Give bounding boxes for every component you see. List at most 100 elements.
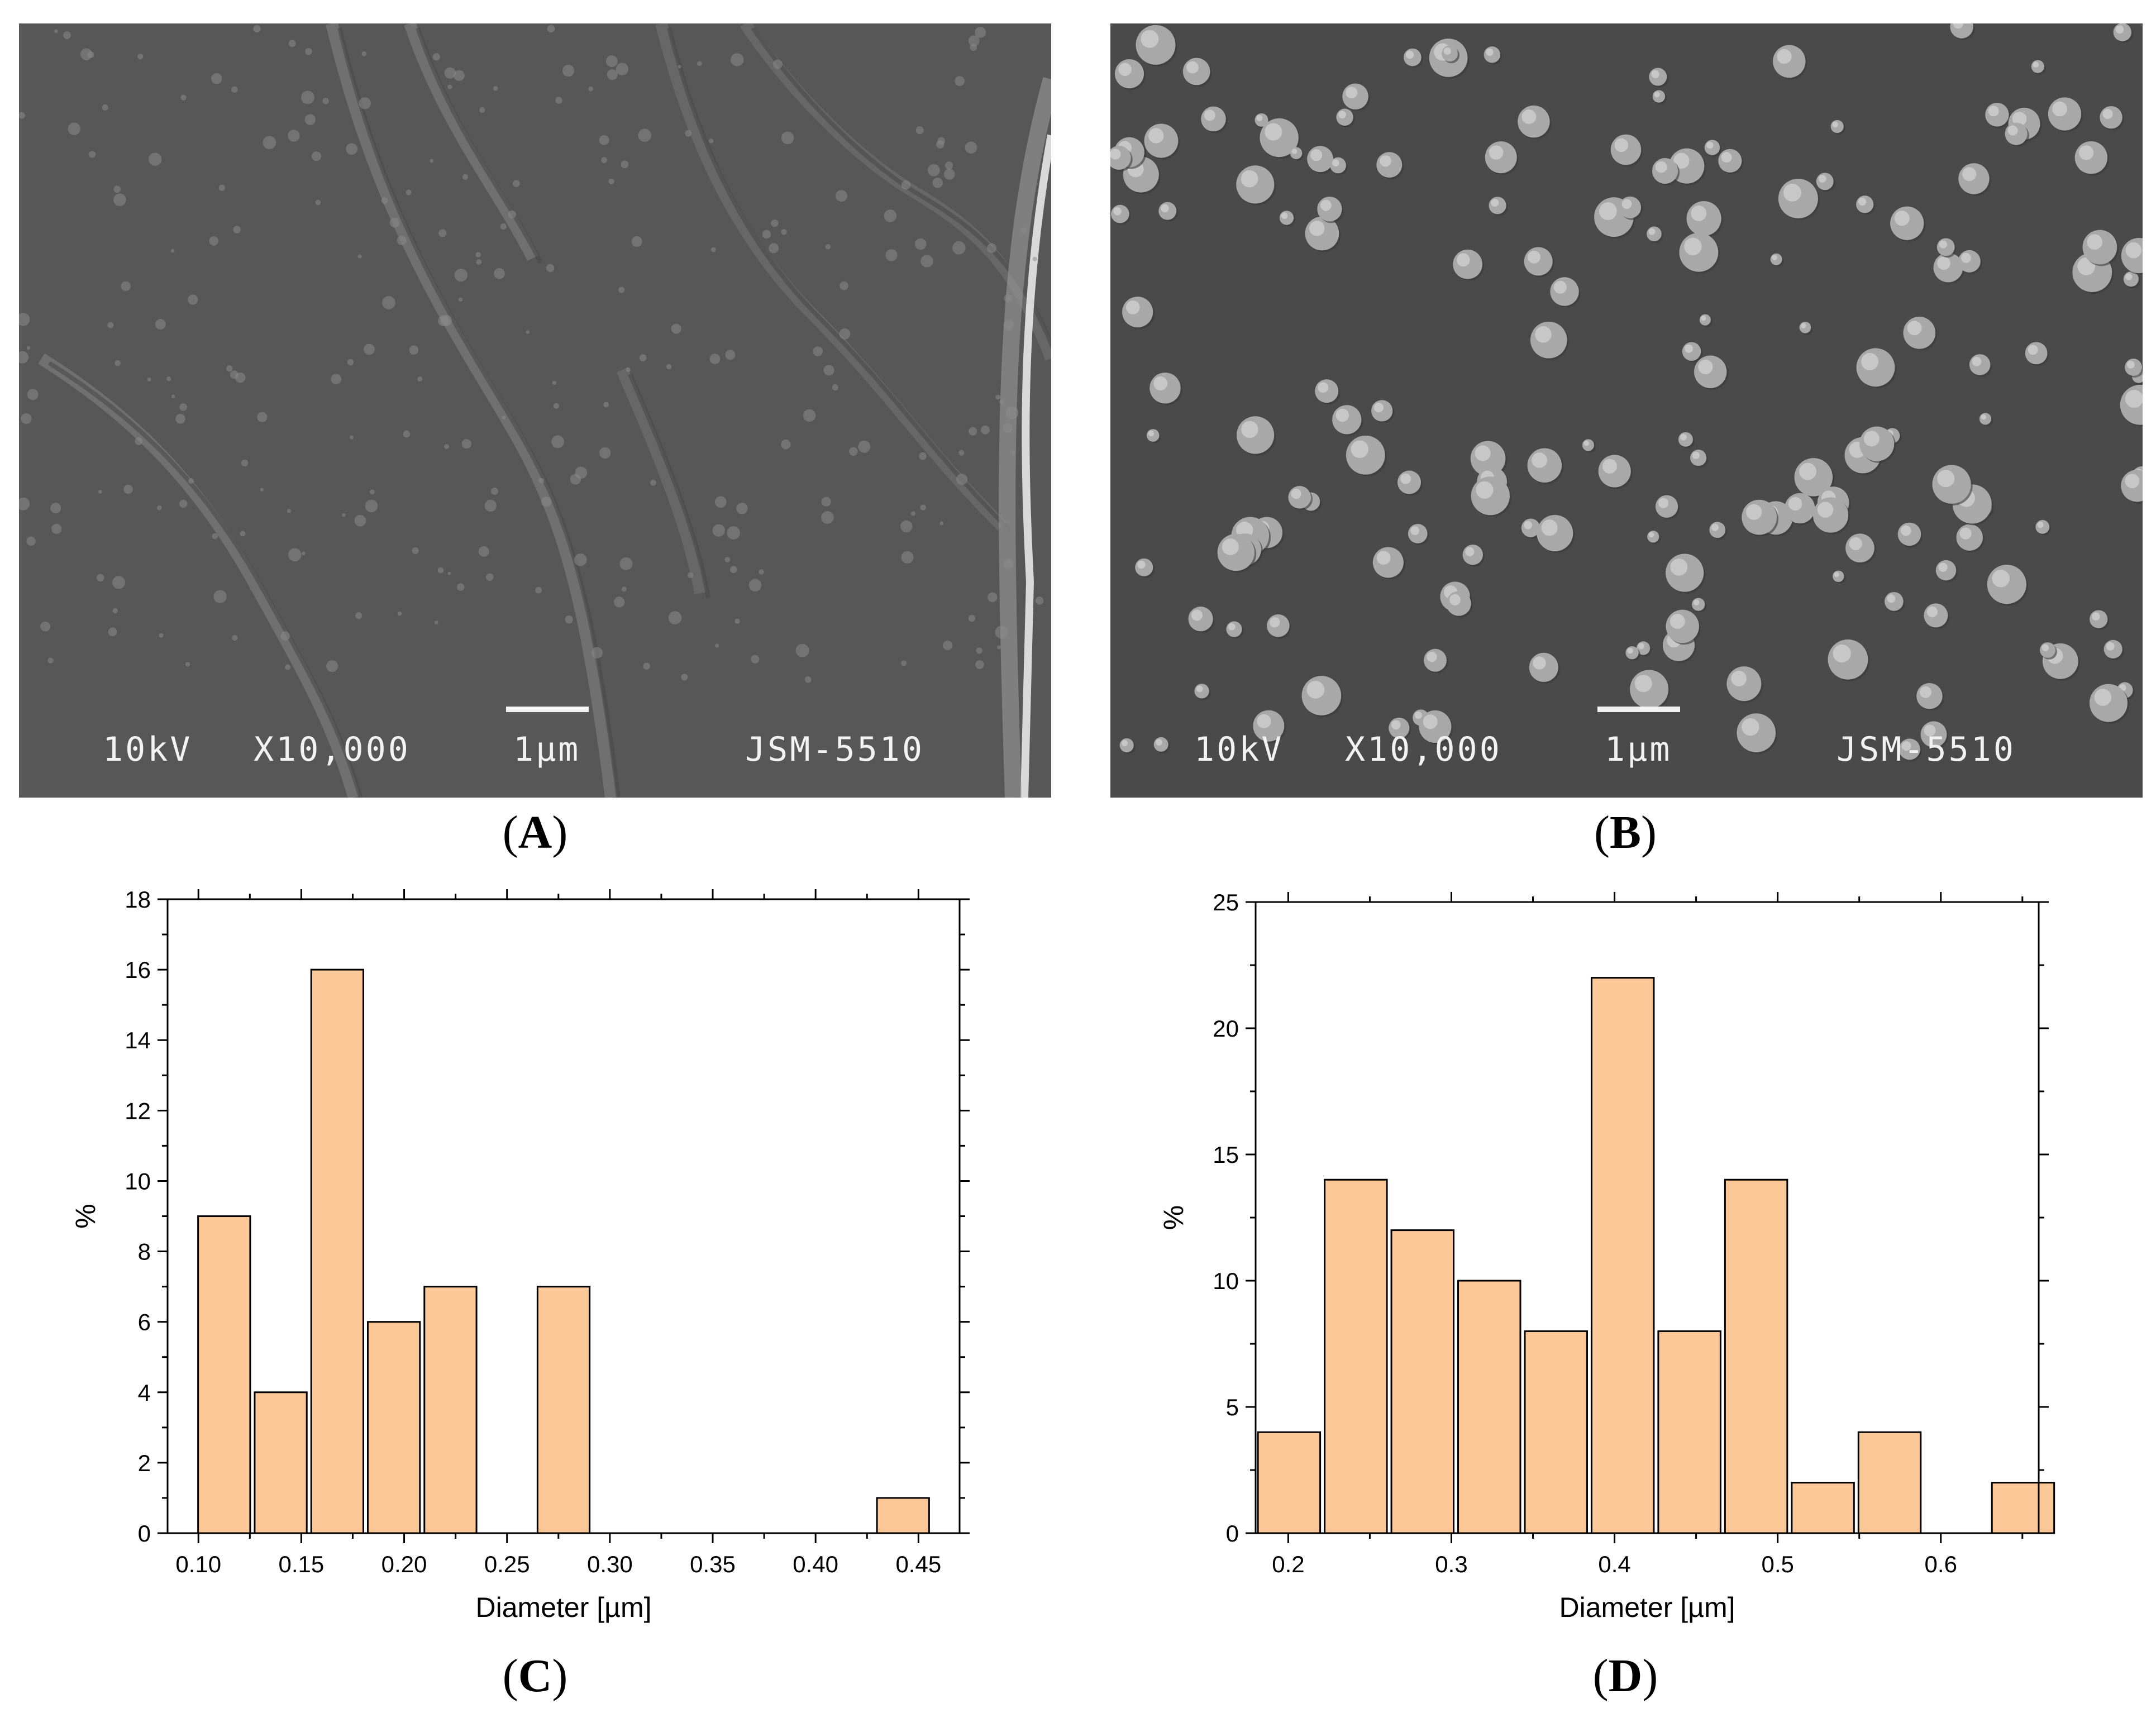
- sem-grain: [347, 359, 354, 366]
- sem-grain: [232, 634, 238, 641]
- sem-grain: [98, 490, 102, 494]
- sem-particle-highlight: [2028, 345, 2038, 355]
- x-tick-label: 0.5: [1761, 1551, 1794, 1577]
- sem-grain: [458, 297, 463, 302]
- sem-particle-highlight: [1241, 421, 1258, 438]
- sem-grain: [958, 450, 965, 456]
- sem-grain: [461, 439, 471, 449]
- sem-grain: [185, 662, 190, 667]
- histogram-bar: [1457, 1280, 1521, 1534]
- sem-particle-highlight: [1110, 149, 1121, 160]
- sem-particle-highlight: [1953, 23, 1964, 29]
- sem-grain: [369, 489, 375, 495]
- histogram-c: 0 2 4 6 8 10 12 14 16 18 0.10 0.15 0.20 0.25 0.30 0.35 0…: [0, 871, 1078, 1653]
- sem-grain: [233, 226, 241, 233]
- sem-grain: [710, 247, 716, 252]
- sem-particle-highlight: [1698, 359, 1713, 375]
- sem-grain: [592, 647, 603, 659]
- sem-grain: [535, 586, 542, 594]
- sem-grain: [430, 159, 434, 163]
- sem-grain: [19, 312, 30, 326]
- histogram-bar: [1390, 1229, 1455, 1534]
- sem-grain: [712, 524, 725, 537]
- sem-grain: [968, 35, 980, 46]
- sem-grain: [601, 157, 608, 164]
- sem-particle-highlight: [1959, 527, 1972, 540]
- sem-grain: [839, 328, 851, 340]
- sem-grain: [769, 243, 779, 254]
- sem-grain: [616, 63, 629, 75]
- sem-grain: [915, 126, 924, 135]
- sem-grain: [1032, 256, 1037, 261]
- sem-grain: [1035, 597, 1044, 605]
- histogram-d-svg: 0 5 10 15 20 25 0.2 0.3 0.4 0.5 0.6 Diameter [µm]%: [1158, 889, 2055, 1623]
- sem-grain: [87, 51, 94, 58]
- x-tick-label: 0.45: [895, 1551, 941, 1577]
- sem-grain: [155, 319, 166, 330]
- sem-grain: [997, 645, 1001, 650]
- sem-particle-highlight: [1196, 685, 1203, 693]
- sem-grain: [939, 521, 944, 526]
- sem-grain: [575, 466, 588, 479]
- histogram-bar: [1724, 1178, 1788, 1534]
- sem-grain: [547, 25, 555, 33]
- sem-magnification-b: X10,000: [1345, 730, 1502, 769]
- sem-grain: [952, 241, 966, 255]
- y-tick-label: 20: [1213, 1015, 1239, 1042]
- sem-particle-highlight: [1583, 440, 1589, 446]
- sem-grain: [478, 546, 489, 557]
- sem-grain: [148, 152, 162, 166]
- sem-grain: [1003, 423, 1013, 433]
- y-tick-label: 8: [138, 1239, 151, 1265]
- histogram-bar: [197, 1215, 251, 1534]
- sem-grain: [975, 660, 984, 669]
- sem-particle-highlight: [1673, 152, 1690, 169]
- sem-particle-highlight: [1125, 300, 1140, 314]
- sem-particle-highlight: [1373, 403, 1384, 413]
- sem-particle-highlight: [2115, 25, 2124, 34]
- sem-particle-highlight: [1121, 739, 1128, 747]
- sem-grain: [381, 296, 395, 309]
- sem-scale-label-a: 1µm: [513, 730, 581, 769]
- sem-grain: [901, 551, 914, 564]
- sem-particle-highlight: [1533, 656, 1546, 670]
- sem-particle-highlight: [1338, 111, 1346, 119]
- x-axis-label: Diameter [µm]: [1559, 1592, 1735, 1623]
- sem-grain: [209, 236, 219, 246]
- sem-grain: [179, 499, 188, 508]
- sem-grain: [51, 523, 62, 534]
- sem-grain: [1020, 227, 1028, 234]
- sem-particle-highlight: [1939, 240, 1948, 249]
- sem-particle-highlight: [1489, 145, 1504, 160]
- sem-particle-highlight: [1241, 170, 1258, 188]
- sem-particle-highlight: [2094, 689, 2112, 706]
- y-tick-label: 10: [125, 1168, 151, 1194]
- sem-particle-highlight: [2037, 522, 2044, 528]
- sem-grain: [714, 643, 719, 648]
- sem-magnification-a: X10,000: [254, 730, 411, 769]
- sem-particle-highlight: [1961, 252, 1971, 263]
- sem-particle-highlight: [1456, 253, 1470, 267]
- sem-particle-highlight: [1335, 408, 1349, 422]
- sem-grain: [230, 370, 239, 379]
- y-tick-label: 0: [138, 1520, 151, 1547]
- sem-image-b: 10kV X10,000 1µm JSM-5510: [1110, 23, 2143, 798]
- sem-particle-highlight: [1400, 473, 1411, 484]
- sem-particle-highlight: [1938, 562, 1948, 572]
- sem-particle-highlight: [1924, 724, 1936, 737]
- sem-grain: [175, 413, 185, 424]
- sem-particle-highlight: [1113, 207, 1122, 216]
- sem-grain: [681, 674, 688, 681]
- sem-grain: [910, 511, 915, 516]
- sem-grain: [668, 611, 682, 624]
- sem-particle-highlight: [1380, 155, 1391, 167]
- sem-grain: [781, 131, 794, 145]
- sem-grain: [832, 384, 838, 391]
- sem-particle-highlight: [1346, 87, 1358, 99]
- sem-grain: [331, 374, 342, 385]
- sem-grain: [526, 330, 530, 334]
- sem-particle-highlight: [2125, 389, 2143, 408]
- sem-grain: [901, 660, 907, 666]
- sem-grain: [21, 413, 32, 424]
- sem-grain: [68, 122, 81, 135]
